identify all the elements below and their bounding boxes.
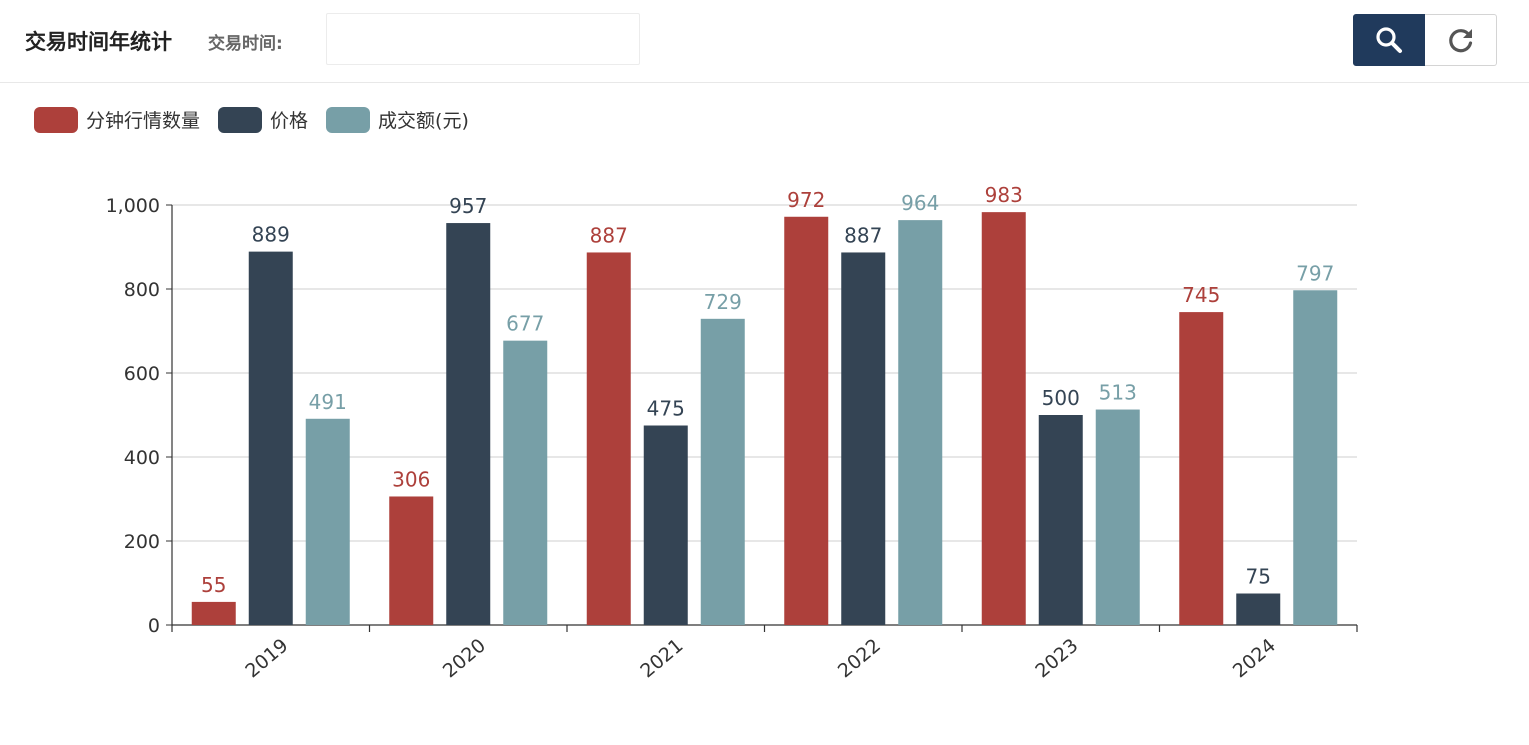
y-tick-label: 600 bbox=[124, 363, 160, 385]
bar bbox=[586, 252, 631, 625]
bar-value-label: 887 bbox=[590, 223, 628, 247]
bar bbox=[700, 318, 745, 625]
x-tick-label: 2023 bbox=[1031, 634, 1082, 682]
bar-value-label: 491 bbox=[309, 390, 347, 414]
legend-label: 分钟行情数量 bbox=[86, 110, 201, 132]
legend-item-price[interactable]: 价格 bbox=[218, 106, 308, 133]
legend-swatch bbox=[34, 106, 78, 133]
bar bbox=[784, 216, 829, 625]
reset-button[interactable] bbox=[1425, 14, 1497, 66]
bar bbox=[1095, 409, 1140, 625]
bar bbox=[248, 251, 293, 625]
bar-value-label: 797 bbox=[1296, 261, 1334, 285]
y-tick-label: 800 bbox=[124, 279, 160, 301]
x-tick-label: 2021 bbox=[636, 634, 687, 682]
bar-value-label: 983 bbox=[985, 183, 1023, 207]
bar-value-label: 729 bbox=[704, 290, 742, 314]
bar-value-label: 889 bbox=[252, 223, 290, 247]
x-tick-label: 2020 bbox=[439, 634, 490, 682]
bar bbox=[1038, 415, 1083, 625]
bar bbox=[1293, 290, 1338, 625]
bar-value-label: 75 bbox=[1246, 565, 1271, 589]
date-label: 交易时间: bbox=[208, 34, 283, 54]
bar-value-label: 55 bbox=[201, 573, 226, 597]
bar bbox=[446, 223, 491, 625]
search-button[interactable] bbox=[1353, 14, 1425, 66]
date-input[interactable] bbox=[326, 13, 640, 65]
bar-value-label: 964 bbox=[901, 191, 939, 215]
bar-value-label: 306 bbox=[392, 467, 430, 491]
legend-item-turnover[interactable]: 成交额(元) bbox=[326, 106, 469, 133]
bar bbox=[1179, 312, 1224, 625]
x-tick-label: 2019 bbox=[241, 634, 292, 682]
x-tick-label: 2024 bbox=[1229, 634, 1280, 682]
bar bbox=[305, 418, 350, 625]
bar bbox=[389, 496, 434, 625]
top-toolbar: 交易时间年统计 交易时间: bbox=[0, 0, 1529, 83]
y-tick-label: 400 bbox=[124, 447, 160, 469]
bar bbox=[898, 220, 943, 625]
page-title: 交易时间年统计 bbox=[25, 30, 172, 54]
bar-value-label: 972 bbox=[787, 188, 825, 212]
bar-value-label: 475 bbox=[647, 397, 685, 421]
legend-label: 价格 bbox=[270, 110, 309, 132]
bar bbox=[643, 425, 688, 625]
bar-value-label: 745 bbox=[1182, 283, 1220, 307]
bar bbox=[981, 212, 1026, 625]
y-tick-label: 1,000 bbox=[106, 195, 160, 217]
bar-value-label: 500 bbox=[1042, 386, 1080, 410]
bar-value-label: 957 bbox=[449, 194, 487, 218]
search-icon bbox=[1376, 27, 1402, 53]
bar bbox=[503, 340, 548, 625]
bar-value-label: 513 bbox=[1099, 381, 1137, 405]
legend-label: 成交额(元) bbox=[378, 110, 469, 132]
bar-value-label: 887 bbox=[844, 223, 882, 247]
bar-value-label: 677 bbox=[506, 312, 544, 336]
refresh-icon bbox=[1448, 29, 1472, 53]
legend-swatch bbox=[218, 106, 263, 133]
legend-item-minute-count[interactable]: 分钟行情数量 bbox=[34, 106, 200, 133]
y-tick-label: 0 bbox=[148, 615, 160, 637]
y-tick-label: 200 bbox=[124, 531, 160, 553]
legend-swatch bbox=[326, 106, 371, 133]
chart-legend: 分钟行情数量 价格 成交额(元) bbox=[34, 106, 487, 133]
bar bbox=[191, 601, 236, 625]
bar bbox=[1236, 593, 1281, 625]
x-tick-label: 2022 bbox=[834, 634, 885, 682]
bar bbox=[841, 252, 886, 625]
